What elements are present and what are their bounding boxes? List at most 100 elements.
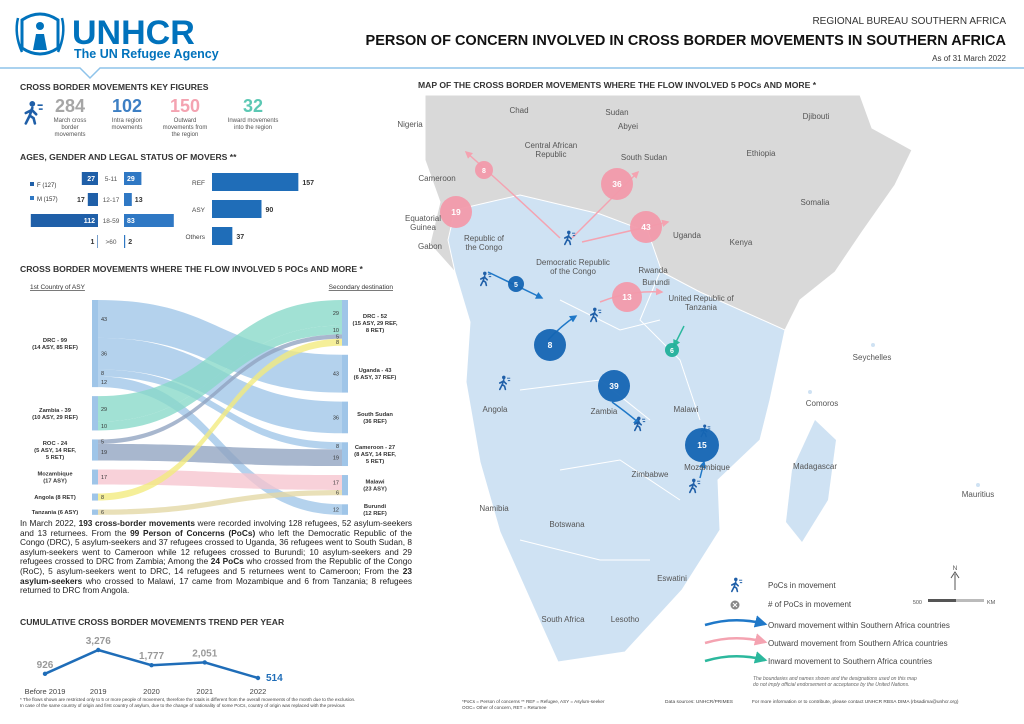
male-value: 83 <box>127 218 135 225</box>
source-label: Zambia - 39 <box>39 408 72 414</box>
flow-value: 29 <box>333 311 339 317</box>
male-bar <box>124 172 142 185</box>
paragraph-segment: In March 2022, <box>20 518 79 528</box>
flow-value: 8 <box>336 340 339 346</box>
footnote: In case of the same country of origin an… <box>20 703 346 708</box>
destination-label: DRC - 52 <box>363 314 387 320</box>
country-label: Angola <box>483 405 508 414</box>
paragraph-segment: 23 asylum-seekers <box>20 565 412 586</box>
country-label: Ethiopia <box>747 149 776 158</box>
source-label: Tanzania (6 ASY) <box>32 510 78 516</box>
column-header: Secondary destination <box>329 284 394 291</box>
female-value: 27 <box>87 176 95 183</box>
status-label: REF <box>192 180 205 187</box>
country-label: Eswatini <box>657 574 687 583</box>
country-label: Rwanda <box>638 266 668 275</box>
flow-value: 43 <box>101 317 107 323</box>
source-label: (14 ASY, 85 REF) <box>32 345 78 351</box>
trend-point <box>149 662 154 668</box>
country-label: Guinea <box>410 223 436 232</box>
destination-label: (15 ASY, 29 REF, <box>353 321 398 327</box>
summary-paragraph: In March 2022, 193 cross-border movement… <box>20 518 412 596</box>
flow-value: 36 <box>333 415 339 421</box>
flow-value: 8 <box>336 444 339 450</box>
key-figure-label: March cross <box>54 118 87 124</box>
country-label: Mauritius <box>962 490 994 499</box>
key-figures-icon <box>24 100 44 125</box>
age-label: 18-59 <box>103 218 120 225</box>
destination-node <box>342 354 348 393</box>
key-figure-label: Outward <box>174 118 197 124</box>
section-title: CROSS BORDER MOVEMENTS WHERE THE FLOW IN… <box>20 264 363 274</box>
country-label: Djibouti <box>803 112 830 121</box>
flow-value: 17 <box>333 481 339 487</box>
flow-link <box>98 300 342 393</box>
legend-label: F (127) <box>37 183 56 189</box>
flow-link <box>98 443 342 467</box>
bureau: REGIONAL BUREAU SOUTHERN AFRICA <box>812 16 1006 27</box>
country-label: Malawi <box>674 405 699 414</box>
flow-link <box>98 469 342 490</box>
destination-label: (6 ASY, 37 REF) <box>354 375 397 381</box>
female-value: 1 <box>90 239 94 246</box>
male-bar <box>124 193 132 206</box>
bubble-value: 6 <box>670 348 674 355</box>
status-label: Others <box>185 234 205 241</box>
flow-links <box>98 300 342 515</box>
legend-swatch <box>30 182 34 186</box>
flow-link <box>98 490 342 515</box>
org-name: UNHCR <box>72 14 195 52</box>
bubble-value: 13 <box>622 292 632 302</box>
paragraph-segment: who left the Democratic Republic of the … <box>20 527 412 567</box>
country-label: United Republic of <box>668 294 734 303</box>
status-bar <box>212 227 233 245</box>
status-value: 90 <box>266 207 274 214</box>
country-label: Zambia <box>591 407 618 416</box>
destination-label: Cameroon - 27 <box>355 445 395 451</box>
age-label: 12-17 <box>103 197 120 204</box>
destination-label: (12 REF) <box>363 511 387 517</box>
x-tick-label: 2021 <box>196 687 213 696</box>
country-label: Namibia <box>479 504 509 513</box>
flow-link <box>98 338 342 501</box>
country-label: Burundi <box>642 278 670 287</box>
north-label: N <box>953 565 958 572</box>
country-label: South Sudan <box>621 153 667 162</box>
map-base <box>424 94 980 663</box>
bubble-value: 39 <box>609 381 619 391</box>
flow-value: 8 <box>101 495 104 501</box>
female-bar <box>87 193 98 206</box>
paragraph-segment: who crossed to Malawi, 17 came from Moza… <box>20 575 412 596</box>
movement-bubble <box>508 276 524 292</box>
country-label: Tanzania <box>685 303 718 312</box>
key-figure-value: 284 <box>55 96 85 116</box>
paragraph-segment: 24 PoCs <box>210 556 244 567</box>
trend-value-label: 3,276 <box>86 636 111 647</box>
country-label: Chad <box>509 106 528 115</box>
scale-label: 500 <box>913 600 922 606</box>
source-label: (5 ASY, 14 REF, <box>34 448 76 454</box>
country-label: Cameroon <box>418 174 455 183</box>
flow-link <box>98 300 342 422</box>
status-bar <box>212 173 299 191</box>
destination-node <box>342 442 348 467</box>
country-label: Botswana <box>549 520 585 529</box>
country-label: Democratic Republic <box>536 258 610 267</box>
movement-bubble <box>475 161 493 179</box>
female-bar <box>97 235 98 248</box>
destination-label: (23 ASY) <box>363 487 387 493</box>
legend-icons <box>704 571 984 664</box>
source-node <box>92 396 98 431</box>
legend-label: M (157) <box>37 197 58 203</box>
key-figure-label: Inward movements <box>228 118 279 124</box>
flow-link <box>98 334 342 444</box>
flow-value: 5 <box>336 335 339 341</box>
movement-bubble <box>601 168 633 200</box>
flow-link <box>98 325 342 431</box>
header-rule <box>0 67 1024 80</box>
destination-label: 5 RET) <box>366 459 384 465</box>
key-figure-value: 150 <box>170 96 200 116</box>
destination-label: Uganda - 43 <box>359 368 393 374</box>
